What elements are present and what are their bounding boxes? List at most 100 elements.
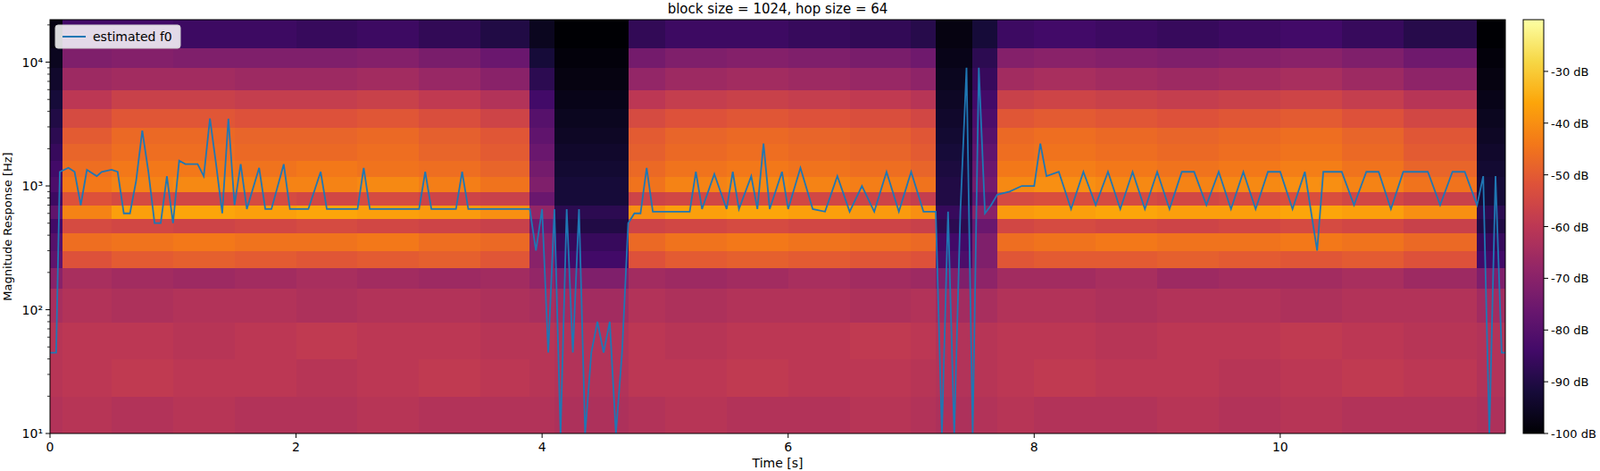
spectrogram-cell xyxy=(111,108,174,128)
spectrogram-cell xyxy=(1403,232,1478,251)
spectrogram-cell xyxy=(173,321,235,359)
spectrogram-cell xyxy=(1157,48,1219,69)
spectrogram-cell xyxy=(480,358,531,397)
spectrogram-cell xyxy=(554,108,629,128)
spectrogram-cell xyxy=(62,232,113,251)
spectrogram-cell xyxy=(1157,204,1219,218)
spectrogram-cell xyxy=(972,67,998,91)
spectrogram-cell xyxy=(173,175,235,192)
spectrogram-cell xyxy=(628,19,667,49)
spectrogram-cell xyxy=(529,358,555,397)
legend: estimated f0 xyxy=(55,25,181,49)
spectrogram-cell xyxy=(1157,67,1219,91)
spectrogram-cell xyxy=(1095,217,1158,234)
spectrogram-cell xyxy=(788,126,850,144)
y-minor-tick xyxy=(47,204,50,206)
spectrogram-cell xyxy=(418,395,481,434)
spectrogram-cell xyxy=(665,143,727,162)
spectrogram-cell xyxy=(1280,175,1342,192)
spectrogram-cell xyxy=(357,232,419,251)
spectrogram-cell xyxy=(296,160,359,177)
y-minor-tick xyxy=(47,197,50,199)
spectrogram-cell xyxy=(418,126,481,144)
spectrogram-cell xyxy=(1095,48,1158,69)
spectrogram-cell xyxy=(1341,143,1404,162)
spectrogram-cell xyxy=(1218,204,1281,218)
spectrogram-cell xyxy=(628,287,667,322)
spectrogram-cell xyxy=(1476,204,1506,218)
spectrogram-cell xyxy=(418,217,481,234)
spectrogram-cell xyxy=(726,358,789,397)
spectrogram-cell xyxy=(296,395,359,434)
spectrogram-cell xyxy=(296,191,359,206)
spectrogram-cell xyxy=(1280,160,1342,177)
spectrogram-cell xyxy=(665,395,727,434)
spectrogram-cell xyxy=(1476,126,1506,144)
spectrogram-cell xyxy=(910,67,936,91)
spectrogram-cell xyxy=(972,266,998,289)
spectrogram-cell xyxy=(1341,395,1404,434)
spectrogram-cell xyxy=(850,143,912,162)
spectrogram-cell xyxy=(418,19,481,49)
spectrogram-cell xyxy=(111,266,174,289)
spectrogram-cell xyxy=(173,250,235,267)
spectrogram-cell xyxy=(665,191,727,206)
y-minor-tick xyxy=(47,358,50,359)
spectrogram-cell xyxy=(628,250,667,267)
spectrogram-cell xyxy=(418,143,481,162)
y-minor-tick xyxy=(47,89,50,91)
spectrogram-cell xyxy=(788,217,850,234)
spectrogram-cell xyxy=(1476,191,1506,206)
spectrogram-cell xyxy=(62,287,113,322)
spectrogram-cell xyxy=(1476,89,1506,109)
spectrogram-cell xyxy=(173,204,235,218)
spectrogram-cell xyxy=(628,191,667,206)
spectrogram-cell xyxy=(529,321,555,359)
spectrogram-cell xyxy=(234,89,297,109)
spectrogram-cell xyxy=(173,67,235,91)
spectrogram-cell xyxy=(1280,89,1342,109)
spectrogram-cell xyxy=(1157,126,1219,144)
spectrogram-cell xyxy=(1341,287,1404,322)
spectrogram-cell xyxy=(628,321,667,359)
spectrogram-cell xyxy=(1280,48,1342,69)
spectrogram-cell xyxy=(1341,108,1404,128)
y-tick-label: 10³ xyxy=(22,178,43,193)
spectrogram-cell xyxy=(62,108,113,128)
spectrogram-cell xyxy=(997,250,1035,267)
spectrogram-cell xyxy=(62,358,113,397)
spectrogram-cell xyxy=(910,395,936,434)
spectrogram-cell xyxy=(1341,321,1404,359)
spectrogram-cell xyxy=(529,19,555,49)
spectrogram-cell xyxy=(50,250,63,267)
spectrogram-cell xyxy=(480,19,531,49)
spectrogram-cell xyxy=(997,204,1035,218)
spectrogram-cell xyxy=(1476,48,1506,69)
spectrogram-cell xyxy=(50,48,63,69)
spectrogram-cell xyxy=(357,160,419,177)
spectrogram-cell xyxy=(50,89,63,109)
spectrogram-cell xyxy=(234,19,297,49)
spectrogram-cell xyxy=(173,48,235,69)
spectrogram-cell xyxy=(910,160,936,177)
spectrogram-cell xyxy=(357,89,419,109)
spectrogram-cell xyxy=(1280,67,1342,91)
spectrogram-cell xyxy=(1033,89,1096,109)
spectrogram-cell xyxy=(111,287,174,322)
spectrogram-cell xyxy=(788,321,850,359)
spectrogram-cell xyxy=(296,321,359,359)
spectrogram-cell xyxy=(628,89,667,109)
spectrogram-cell xyxy=(296,287,359,322)
spectrogram-cell xyxy=(788,395,850,434)
y-minor-tick xyxy=(47,191,50,192)
spectrogram-cell xyxy=(554,67,629,91)
spectrogram-cell xyxy=(1341,126,1404,144)
spectrogram-cell xyxy=(850,67,912,91)
spectrogram-cell xyxy=(1033,108,1096,128)
spectrogram-cell xyxy=(1033,287,1096,322)
spectrogram-cell xyxy=(1280,217,1342,234)
spectrogram-cell xyxy=(554,19,629,49)
spectrogram-cell xyxy=(628,266,667,289)
spectrogram-cell xyxy=(1341,175,1404,192)
spectrogram-cell xyxy=(62,217,113,234)
